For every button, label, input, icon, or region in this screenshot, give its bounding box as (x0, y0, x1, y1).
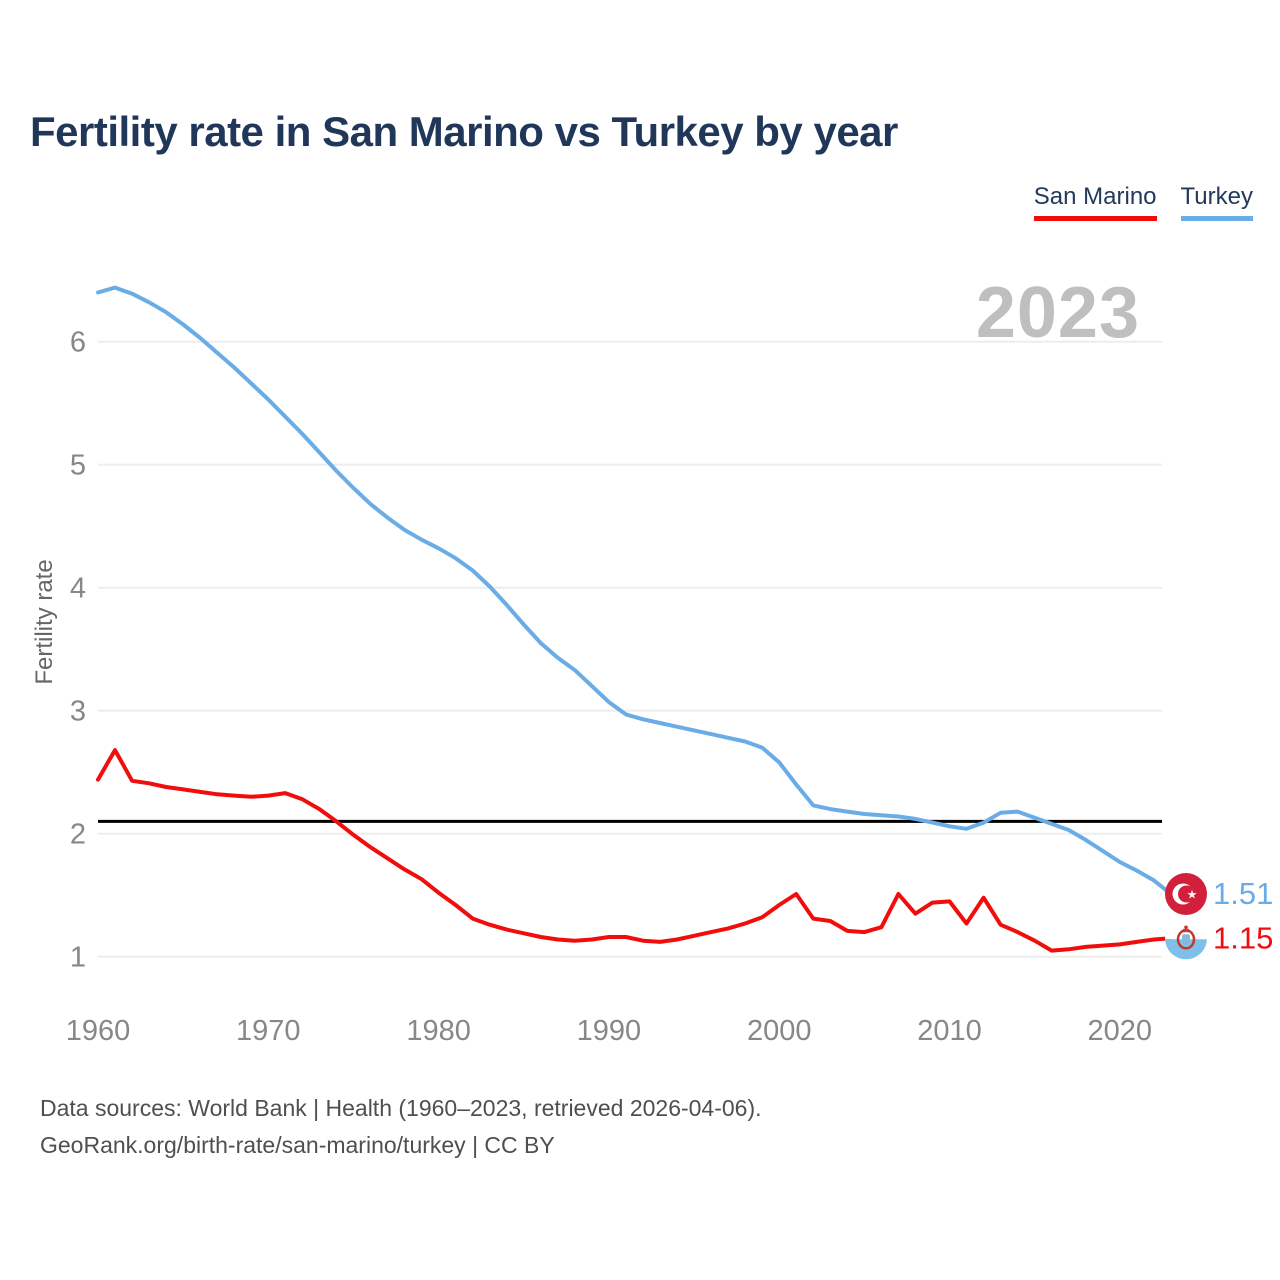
y-tick-label: 1 (70, 942, 86, 974)
x-tick-label: 1960 (66, 1015, 131, 1047)
x-tick-label: 1980 (406, 1015, 471, 1047)
page-title: Fertility rate in San Marino vs Turkey b… (30, 108, 898, 155)
svg-text:★: ★ (1187, 888, 1198, 902)
y-tick-label: 2 (70, 819, 86, 851)
y-tick-label: 6 (70, 327, 86, 359)
x-tick-label: 2000 (747, 1015, 812, 1047)
legend: San Marino Turkey (1033, 183, 1253, 221)
year-watermark: 2023 (975, 273, 1140, 353)
footer: Data sources: World Bank | Health (1960–… (40, 1090, 762, 1164)
x-tick-label: 2010 (917, 1015, 982, 1047)
x-tick-label: 1970 (236, 1015, 301, 1047)
attribution-line: GeoRank.org/birth-rate/san-marino/turkey… (40, 1132, 555, 1158)
x-tick-label: 1990 (577, 1015, 642, 1047)
y-tick-label: 4 (70, 573, 86, 605)
x-tick-label: 2020 (1088, 1015, 1153, 1047)
y-axis-title: Fertility rate (31, 559, 58, 684)
legend-label-turkey: Turkey (1180, 183, 1253, 210)
turkey-end-value-label: 1.51 (1213, 876, 1273, 911)
turkey-series-line (96, 285, 1173, 896)
turkey-flag-icon: ★ (1165, 873, 1207, 915)
data-source-line: Data sources: World Bank | Health (1960–… (40, 1095, 762, 1121)
san-marino-series-line (96, 748, 1173, 953)
legend-swatch-turkey (1180, 216, 1253, 221)
legend-item-turkey[interactable]: Turkey (1180, 183, 1253, 221)
legend-item-san-marino[interactable]: San Marino (1033, 183, 1157, 221)
san-marino-flag-icon (1165, 917, 1207, 960)
legend-label-san-marino: San Marino (1033, 183, 1157, 210)
legend-swatch-san-marino (1033, 216, 1157, 221)
san-marino-end-value-label: 1.15 (1213, 920, 1273, 955)
y-tick-label: 3 (70, 696, 86, 728)
y-tick-label: 5 (70, 450, 86, 482)
